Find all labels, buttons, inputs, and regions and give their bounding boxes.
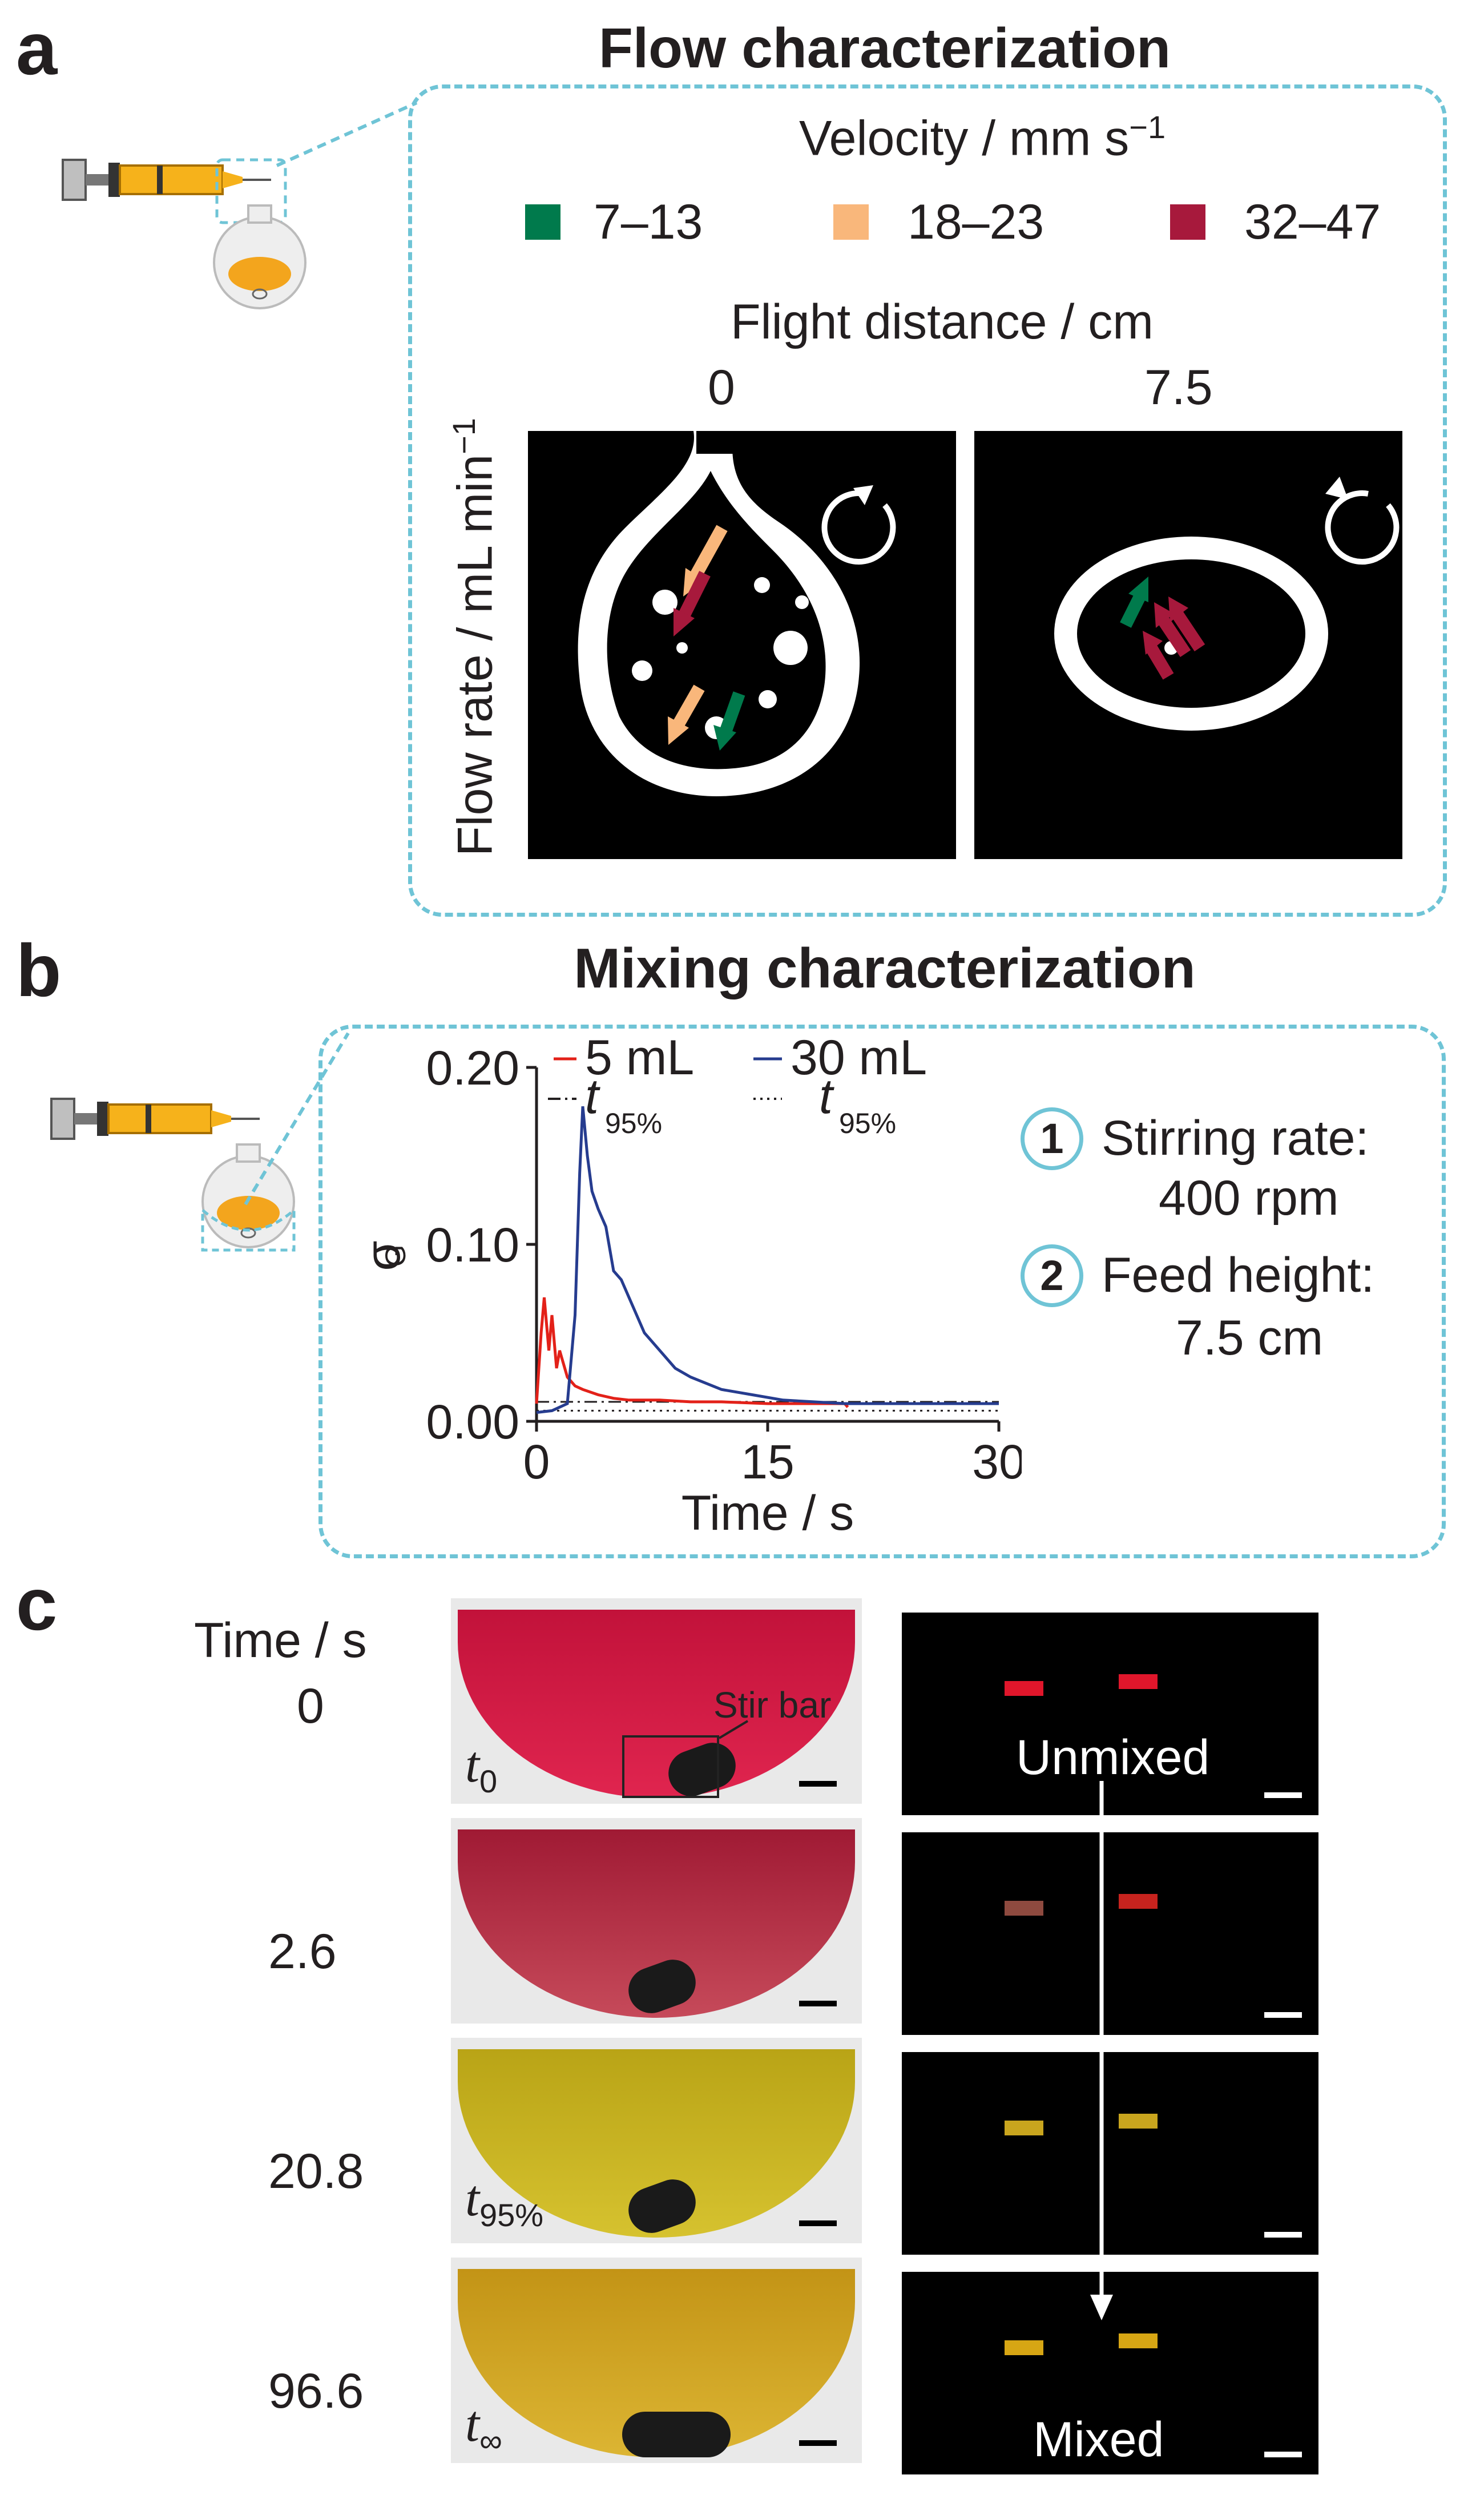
panel-b-title: Mixing characterization — [574, 937, 1196, 999]
legend-swatch-orange — [833, 204, 869, 240]
time-marker-sub: ∞ — [479, 2423, 502, 2458]
time-marker-main: t — [465, 1736, 480, 1793]
vessel-photo-row-2: t95% — [451, 2038, 862, 2243]
panel-a-title: Flow characterization — [598, 17, 1171, 79]
panel-c-letter: c — [16, 1562, 58, 1646]
x-tick-label: 0 — [523, 1435, 550, 1489]
legend-label-30ml: 30 mL — [791, 1033, 927, 1085]
scale-bar-right-2 — [1264, 2232, 1302, 2238]
time-marker-label: t0 — [465, 1735, 497, 1800]
y-tick-label: 0.00 — [426, 1395, 520, 1449]
swatch-row-2-right — [1119, 2114, 1158, 2129]
stir-bar-highlight-box — [622, 1735, 719, 1798]
swatch-row-2-left — [1005, 2121, 1043, 2135]
swatch-row-3-right — [1119, 2333, 1158, 2348]
legend-label-5ml: 5 mL — [585, 1033, 694, 1085]
vessel-photo-row-0: t0 Stir bar — [451, 1598, 862, 1804]
mixing-characterization-box — [318, 1025, 1446, 1558]
vessel-photo-row-1 — [451, 1818, 862, 2024]
legend-swatch-green — [525, 204, 560, 240]
mixing-arrow — [1084, 1781, 1119, 2323]
legend-label-t95-b: t — [819, 1069, 834, 1124]
x-axis-label: Time / s — [681, 1486, 854, 1541]
mixed-label: Mixed — [1033, 2412, 1164, 2467]
time-value-row-2: 20.8 — [268, 2144, 364, 2199]
swatch-row-0-left — [1005, 1681, 1043, 1696]
time-marker-label: t∞ — [465, 2395, 502, 2459]
callout-line-b — [240, 1027, 354, 1210]
series-line-5ml — [535, 1297, 849, 1408]
swatch-row-3-left — [1005, 2340, 1043, 2355]
condition-2-line1: Feed height: — [1102, 1248, 1375, 1303]
time-marker-label: t95% — [465, 2169, 543, 2234]
time-header: Time / s — [194, 1613, 367, 1668]
condition-2-badge: 2 — [1021, 1244, 1083, 1307]
panel-a-letter: a — [16, 7, 58, 90]
flight-distance-title: Flight distance / cm — [731, 295, 1154, 349]
velocity-title: Velocity / mm s−1 — [799, 109, 1166, 166]
conditions-list: 1 Stirring rate: 400 rpm 2 Feed height: … — [1010, 1107, 1410, 1393]
scale-bar — [799, 2440, 837, 2446]
x-tick-label: 30 — [972, 1435, 1022, 1489]
scale-bar-right-3 — [1264, 2452, 1302, 2457]
legend-label-t95-b-sub: 95% — [839, 1107, 896, 1139]
swatch-row-1-right — [1119, 1894, 1158, 1909]
scale-bar-right-1 — [1264, 2012, 1302, 2018]
legend-label-t95-a-sub: 95% — [605, 1107, 662, 1139]
color-panel-row-1 — [902, 1832, 1318, 2035]
time-marker-sub: 95% — [479, 2197, 544, 2233]
condition-1-line2: 400 rpm — [1159, 1171, 1339, 1226]
color-panel-row-0 — [902, 1613, 1318, 1815]
flight-distance-7-5: 7.5 — [1144, 360, 1213, 415]
time-marker-main: t — [465, 2170, 480, 2227]
y-tick-label: 0.20 — [426, 1041, 520, 1095]
time-value-row-0: 0 — [297, 1679, 324, 1734]
scale-bar — [799, 1781, 837, 1787]
flow-rate-axis-label: Flow rate / mL min−1 — [446, 418, 503, 856]
scale-bar — [799, 2001, 837, 2006]
callout-line — [274, 97, 422, 171]
legend-label-t95-a: t — [585, 1069, 600, 1124]
time-marker-sub: 0 — [479, 1763, 498, 1799]
syringe-flask-icon — [46, 140, 331, 323]
y-tick-label: 0.10 — [426, 1218, 520, 1272]
flow-characterization-box — [408, 84, 1447, 917]
y-axis-label-sub: G — [380, 1245, 412, 1267]
time-value-row-3: 96.6 — [268, 2364, 364, 2419]
panel-b-letter: b — [16, 929, 62, 1012]
time-marker-main: t — [465, 2396, 480, 2452]
scale-bar-right-0 — [1264, 1792, 1302, 1798]
x-tick-label: 15 — [741, 1435, 794, 1489]
swatch-row-0-right — [1119, 1674, 1158, 1689]
color-panel-row-3 — [902, 2272, 1318, 2474]
droplet-image-0cm — [528, 431, 956, 859]
stir-bar — [622, 2412, 731, 2457]
velocity-legend: 7–13 18–23 32–47 — [514, 194, 1404, 257]
stir-bar-label: Stir bar — [713, 1684, 832, 1726]
vessel-photo-row-3: t∞ — [451, 2258, 862, 2463]
color-panel-row-2 — [902, 2052, 1318, 2255]
condition-1-line1: Stirring rate: — [1102, 1111, 1369, 1166]
flight-distance-0: 0 — [708, 360, 735, 415]
stir-bar-pointer — [718, 1720, 749, 1739]
series-line-30ml — [536, 1106, 999, 1414]
condition-1-badge: 1 — [1021, 1107, 1083, 1170]
time-value-row-1: 2.6 — [268, 1924, 337, 1979]
legend-label-orange: 18–23 — [908, 195, 1045, 249]
droplet-image-7-5cm — [974, 431, 1402, 859]
legend-swatch-red — [1170, 204, 1205, 240]
swatch-row-1-left — [1005, 1901, 1043, 1916]
condition-2-line2: 7.5 cm — [1176, 1311, 1324, 1365]
legend-label-red: 32–47 — [1244, 195, 1381, 249]
scale-bar — [799, 2220, 837, 2226]
legend-label-green: 7–13 — [594, 195, 703, 249]
unmixed-label: Unmixed — [1016, 1730, 1210, 1785]
